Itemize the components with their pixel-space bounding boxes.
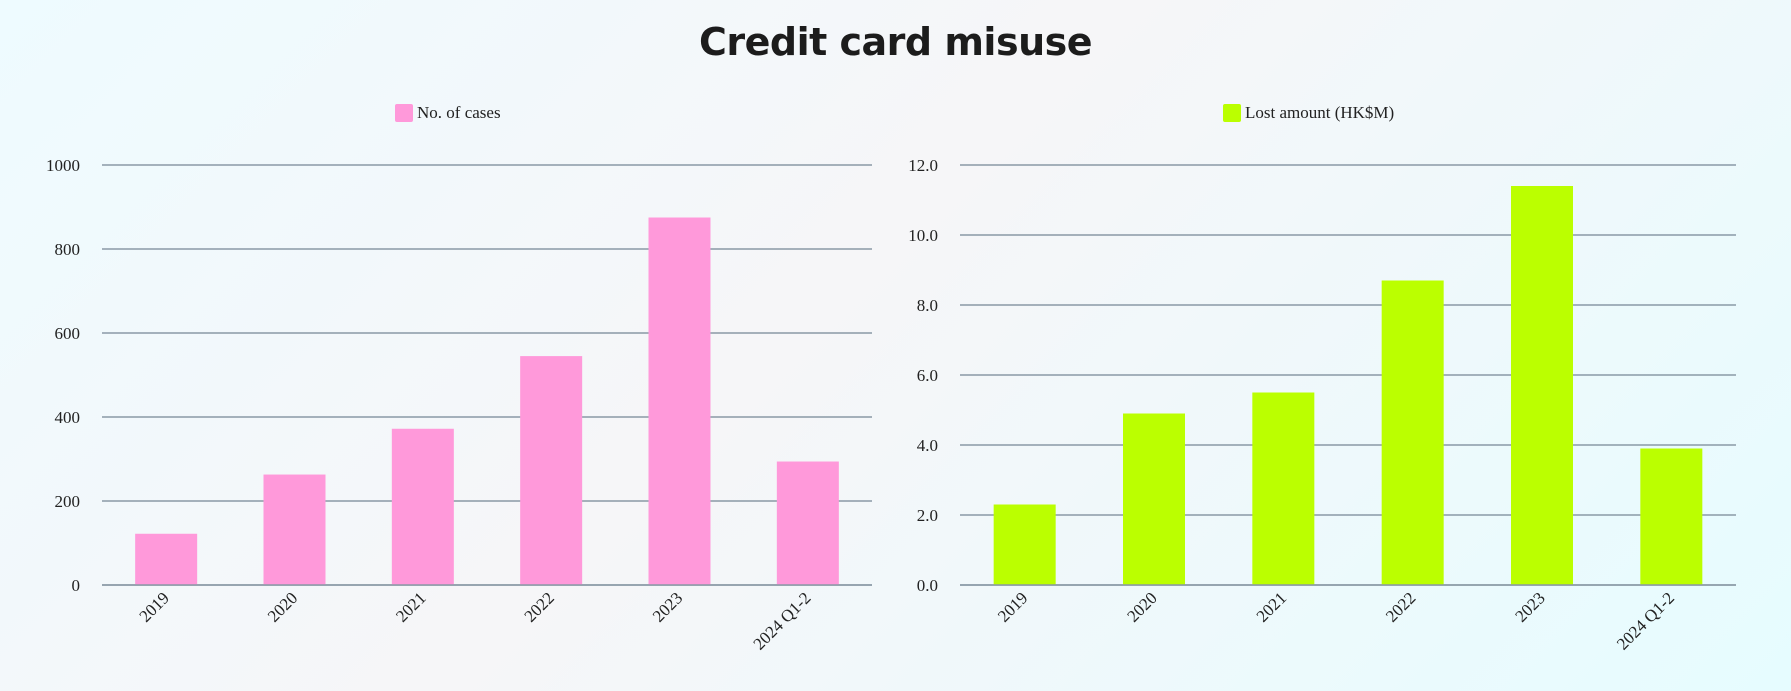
y-tick-label: 200 (55, 492, 81, 511)
x-tick-label: 2019 (994, 588, 1031, 625)
bar-2020 (263, 474, 326, 585)
bar-2023 (648, 217, 711, 585)
legend-label: No. of cases (417, 103, 501, 122)
bar-2020 (1123, 413, 1185, 585)
bar-2022 (1381, 280, 1444, 585)
bar-2024-q1-2 (1640, 448, 1703, 585)
x-tick-label: 2022 (1382, 588, 1419, 625)
page-title: Credit card misuse (698, 20, 1093, 64)
y-tick-label: 12.0 (908, 156, 938, 175)
bar-2019 (993, 504, 1056, 585)
x-tick-label: 2024 Q1-2 (1613, 588, 1678, 653)
legend-label: Lost amount (HK$M) (1245, 103, 1394, 122)
bar-2021 (391, 428, 454, 585)
legend-swatch (1223, 104, 1241, 122)
y-tick-label: 600 (55, 324, 81, 343)
bar-2024-q1-2 (776, 461, 839, 585)
y-tick-label: 400 (55, 408, 81, 427)
y-tick-label: 10.0 (908, 226, 938, 245)
y-tick-label: 2.0 (917, 506, 938, 525)
x-tick-label: 2023 (1511, 588, 1548, 625)
bar-2022 (520, 356, 583, 585)
bar-2023 (1511, 186, 1573, 585)
bar-2019 (135, 533, 198, 585)
bar-2021 (1252, 392, 1315, 585)
y-tick-label: 4.0 (917, 436, 938, 455)
x-tick-label: 2021 (1253, 588, 1290, 625)
y-tick-label: 8.0 (917, 296, 938, 315)
y-tick-label: 0.0 (917, 576, 938, 595)
y-tick-label: 800 (55, 240, 81, 259)
y-tick-label: 1000 (46, 156, 80, 175)
y-tick-label: 6.0 (917, 366, 938, 385)
legend-swatch (395, 104, 413, 122)
y-tick-label: 0 (72, 576, 81, 595)
x-tick-label: 2020 (1123, 588, 1160, 625)
